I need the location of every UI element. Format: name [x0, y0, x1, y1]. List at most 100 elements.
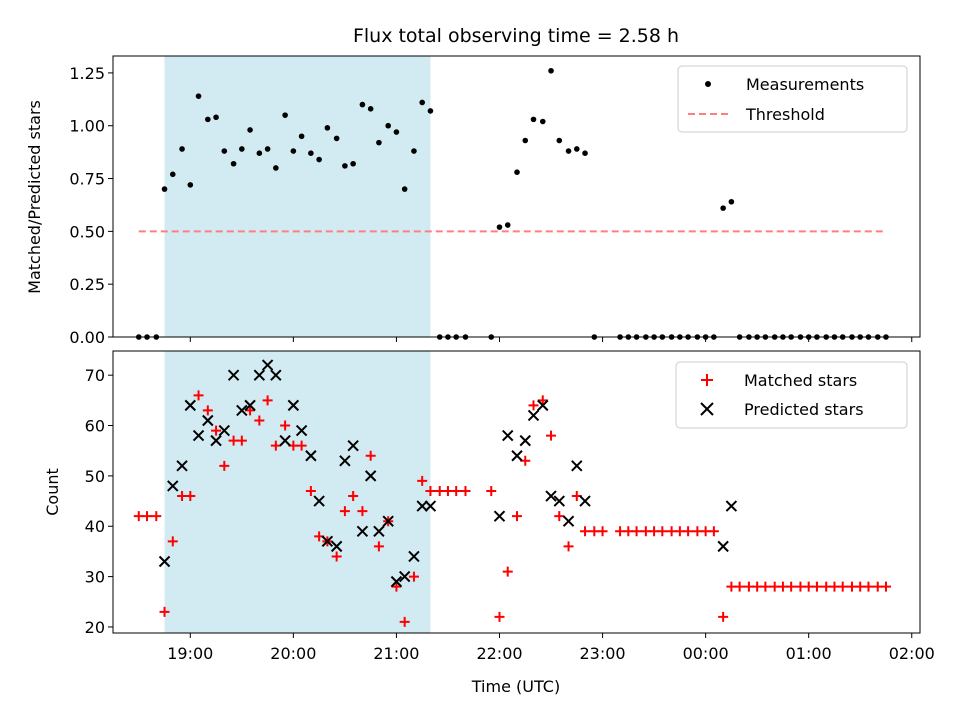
predicted-star-point [330, 540, 343, 553]
matched-star-point [211, 425, 222, 436]
predicted-star-point [270, 369, 282, 381]
measurement-point [496, 224, 503, 230]
count-axes-frame [112, 350, 921, 634]
predicted-star-point [218, 424, 231, 437]
count-y-axis-label: Count [43, 468, 62, 516]
predicted-star-point [244, 399, 256, 412]
measurement-points [135, 67, 889, 340]
measurement-point [359, 101, 366, 108]
matched-star-point [270, 440, 281, 451]
matched-star-point [339, 506, 350, 517]
x-tick-label: 21:00 [373, 644, 419, 663]
matched-star-point [425, 485, 436, 496]
measurement-point [530, 116, 537, 123]
predicted-star-point [347, 439, 359, 452]
matched-star-point [262, 395, 273, 406]
predicted-star-point [158, 555, 171, 568]
y-tick-label: 70 [85, 366, 105, 385]
predicted-star-point [339, 455, 351, 467]
predicted-star-point [253, 369, 266, 381]
y-tick-label: 1.00 [69, 117, 105, 136]
predicted-star-point [305, 450, 317, 462]
matched-star-point [880, 581, 891, 592]
predicted-star-point [295, 424, 308, 437]
matched-star-point [202, 405, 213, 416]
matched-star-point [305, 485, 316, 496]
measurement-point [187, 182, 194, 188]
measurement-point [720, 205, 726, 211]
ratio-legend: Measurements Threshold [677, 65, 908, 133]
matched-star-point [580, 526, 591, 537]
predicted-star-point [571, 460, 583, 472]
count-legend: Matched stars Predicted stars [675, 361, 908, 429]
matched-star-point [357, 506, 368, 517]
matched-star-point [718, 611, 729, 622]
measurement-point [367, 106, 374, 112]
y-tick-label: 30 [85, 568, 105, 587]
measurement-point [239, 146, 245, 152]
ratio-panel: Flux total observing time = 2.58 h 0.000… [25, 25, 921, 347]
predicted-star-point [373, 525, 385, 537]
predicted-star-point [321, 535, 334, 548]
predicted-star-point [192, 429, 205, 442]
matched-star-point [708, 526, 719, 537]
measurement-point [161, 186, 168, 192]
matched-star-point [863, 581, 874, 592]
predicted-star-point [382, 515, 394, 527]
matched-star-point [331, 551, 342, 562]
chart-title: Flux total observing time = 2.58 h [353, 25, 679, 47]
predicted-star-point [398, 570, 411, 583]
count-x-axis: 19:00 20:00 21:00 22:00 23:00 00:00 01:00 02:00 [167, 633, 935, 663]
ratio-y-axis-label: Matched/Predicted stars [25, 100, 44, 294]
ratio-x-axis-ticks [189, 337, 913, 342]
count-legend-box [675, 361, 908, 429]
matched-star-point [296, 440, 307, 451]
measurement-point [401, 186, 408, 192]
matched-star-point [537, 395, 548, 406]
x-tick-label: 00:00 [683, 644, 729, 663]
measurement-point [504, 222, 511, 228]
measurement-point [385, 122, 391, 129]
matched-star-point [348, 491, 359, 502]
y-tick-label: 20 [85, 618, 105, 637]
predicted-star-point [356, 525, 369, 537]
matched-star-point [837, 581, 848, 592]
ratio-axes-frame [112, 55, 921, 338]
legend-predicted-label: Predicted stars [744, 400, 864, 419]
predicted-star-point [416, 500, 428, 512]
measurement-point [514, 169, 520, 176]
matched-star-point [151, 511, 162, 522]
matched-star-point [373, 541, 384, 552]
measurement-point [376, 139, 382, 146]
legend-measurements-marker [705, 81, 711, 87]
predicted-star-point [553, 495, 565, 507]
predicted-star-point [261, 359, 274, 371]
measurement-point [573, 146, 580, 152]
matched-star-point [417, 475, 428, 486]
ratio-legend-box [677, 65, 908, 133]
predicted-star-point [279, 434, 291, 447]
x-axis-label: Time (UTC) [471, 677, 560, 696]
measurement-point [290, 148, 297, 154]
legend-matched-label: Matched stars [744, 371, 857, 390]
measurement-point [728, 198, 735, 205]
matched-star-point [365, 450, 376, 461]
matched-star-point [554, 511, 565, 522]
predicted-star-point [313, 495, 325, 507]
predicted-star-point [493, 510, 506, 522]
measurement-point [324, 125, 331, 131]
observing-window-shade [164, 56, 431, 337]
measurement-point [556, 137, 563, 144]
measurement-point [342, 163, 348, 169]
measurement-point [169, 171, 176, 178]
matched-star-point [486, 485, 497, 496]
y-tick-label: 40 [85, 517, 105, 536]
matched-star-point [193, 390, 204, 401]
predicted-star-point [287, 399, 300, 412]
legend-measurements-label: Measurements [746, 75, 864, 94]
measurement-point [230, 160, 237, 167]
predicted-star-point [579, 495, 591, 507]
measurement-point [393, 129, 400, 135]
predicted-star-point [424, 500, 437, 512]
